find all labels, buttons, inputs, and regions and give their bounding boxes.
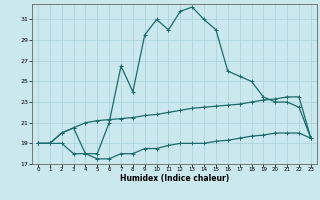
X-axis label: Humidex (Indice chaleur): Humidex (Indice chaleur) xyxy=(120,174,229,183)
